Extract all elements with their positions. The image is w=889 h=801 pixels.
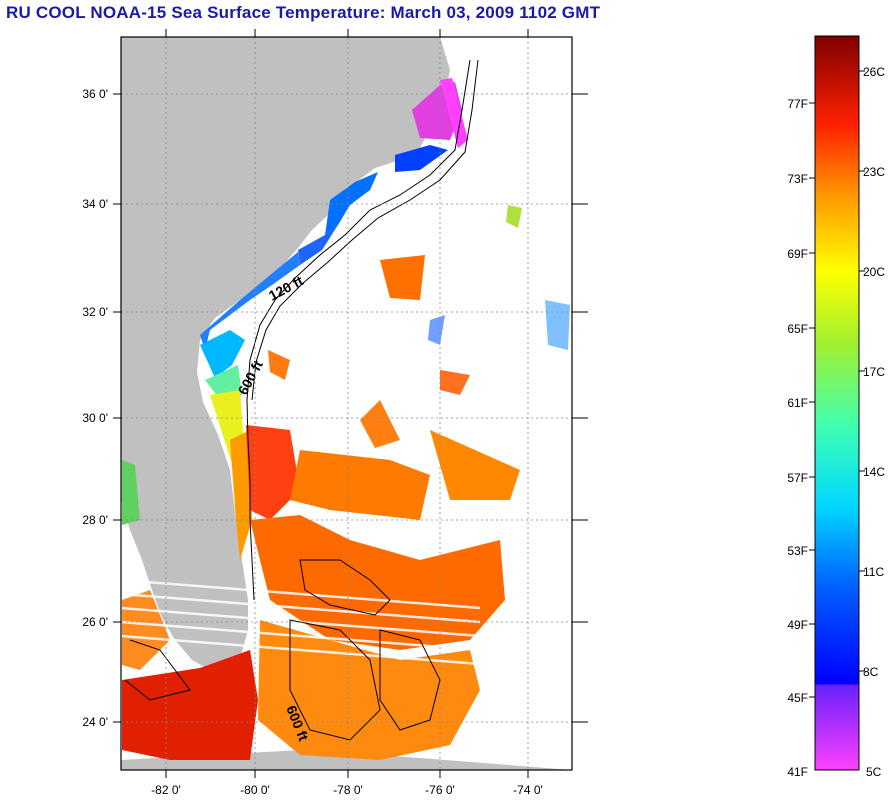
- colorbar-c-label: 5C: [866, 765, 882, 779]
- latitude-labels: 36 0' 34 0' 32 0' 30 0' 28 0' 26 0' 24 0…: [82, 87, 108, 729]
- axis-ticks: [113, 29, 588, 778]
- sst-data-layer: [122, 78, 570, 760]
- lat-tick-label: 32 0': [82, 305, 108, 319]
- colorbar-f-label: 61F: [787, 396, 808, 410]
- longitude-labels: -82 0' -80 0' -78 0' -76 0' -74 0': [151, 783, 543, 797]
- colorbar-f-label: 77F: [787, 97, 808, 111]
- colorbar-f-label: 69F: [787, 247, 808, 261]
- land-southeast-us: [121, 37, 450, 670]
- lon-tick-label: -82 0': [151, 783, 181, 797]
- map-title: RU COOL NOAA-15 Sea Surface Temperature:…: [6, 3, 601, 22]
- colorbar-f-label: 57F: [787, 471, 808, 485]
- lon-tick-label: -78 0': [333, 783, 363, 797]
- colorbar-gradient: [814, 35, 860, 771]
- map-gridlines: [121, 37, 572, 770]
- colorbar-c-label: 23C: [863, 165, 885, 179]
- bathymetry-contours: [124, 59, 479, 741]
- lat-tick-label: 24 0': [82, 715, 108, 729]
- colorbar-f-label: 41F: [787, 765, 808, 779]
- lon-tick-label: -74 0': [513, 783, 543, 797]
- lat-tick-label: 28 0': [82, 513, 108, 527]
- colorbar-f-label: 53F: [787, 544, 808, 558]
- lat-tick-label: 36 0': [82, 87, 108, 101]
- colorbar-f-label: 45F: [787, 691, 808, 705]
- colorbar-f-label: 49F: [787, 618, 808, 632]
- colorbar-f-label: 65F: [787, 322, 808, 336]
- colorbar-c-label: 26C: [863, 65, 885, 79]
- lon-tick-label: -76 0': [425, 783, 455, 797]
- lat-tick-label: 34 0': [82, 197, 108, 211]
- colorbar-c-label: 20C: [863, 265, 885, 279]
- map-frame: [120, 36, 573, 771]
- lon-tick-label: -80 0': [240, 783, 270, 797]
- colorbar-c-label: 11C: [863, 565, 884, 579]
- lat-tick-label: 26 0': [82, 615, 108, 629]
- lat-tick-label: 30 0': [82, 411, 108, 425]
- colorbar-c-label: 14C: [863, 465, 885, 479]
- colorbar-c-label: 8C: [863, 665, 879, 679]
- colorbar-c-label: 17C: [863, 365, 885, 379]
- colorbar-f-label: 73F: [787, 172, 808, 186]
- temperature-colorbar: 77F 73F 69F 65F 61F 57F 53F 49F 45F 41F …: [787, 35, 885, 779]
